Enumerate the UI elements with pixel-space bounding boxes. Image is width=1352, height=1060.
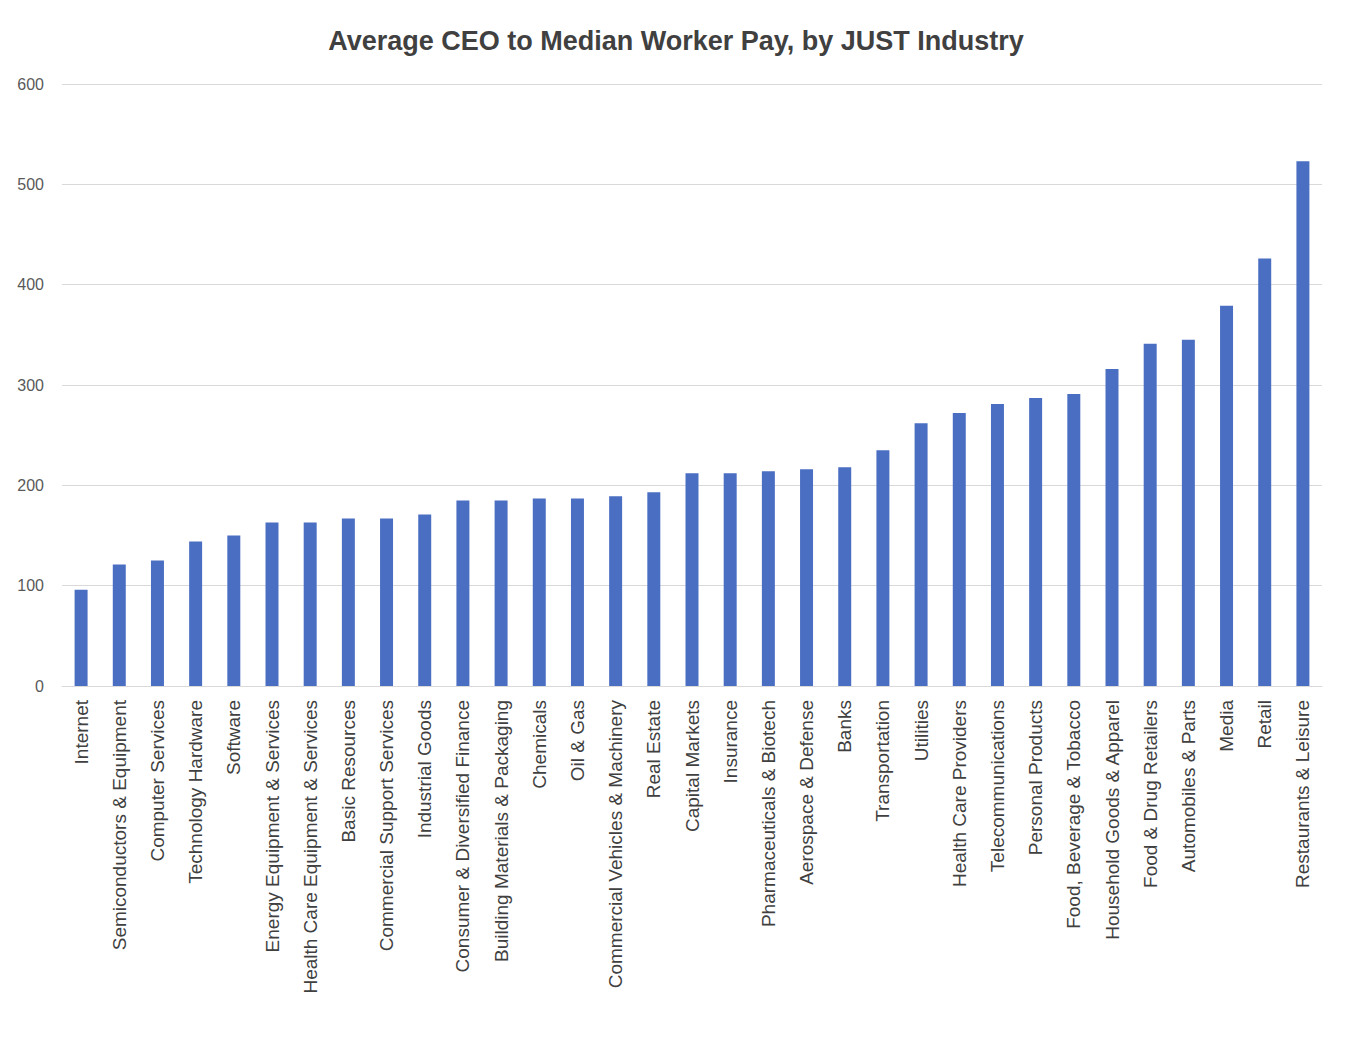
svg-text:Software: Software	[223, 700, 244, 775]
svg-text:Internet: Internet	[71, 699, 92, 764]
svg-text:Capital Markets: Capital Markets	[682, 700, 703, 832]
svg-text:Aerospace & Defense: Aerospace & Defense	[796, 700, 817, 885]
svg-text:Transportation: Transportation	[872, 700, 893, 822]
svg-text:Telecommunications: Telecommunications	[987, 700, 1008, 872]
svg-text:Consumer & Diversified Finance: Consumer & Diversified Finance	[452, 700, 473, 972]
svg-text:Computer Services: Computer Services	[147, 700, 168, 862]
svg-text:0: 0	[35, 678, 44, 695]
svg-text:Health Care Equipment & Servic: Health Care Equipment & Services	[300, 700, 321, 994]
svg-text:Automobiles & Parts: Automobiles & Parts	[1178, 700, 1199, 872]
svg-text:Utilities: Utilities	[911, 700, 932, 761]
svg-text:Commercial Vehicles & Machiner: Commercial Vehicles & Machinery	[605, 700, 626, 989]
svg-text:Commercial Support Services: Commercial Support Services	[376, 700, 397, 951]
svg-text:100: 100	[17, 577, 44, 594]
svg-text:Personal Products: Personal Products	[1025, 700, 1046, 855]
svg-text:Industrial Goods: Industrial Goods	[414, 700, 435, 838]
svg-text:Food, Beverage & Tobacco: Food, Beverage & Tobacco	[1063, 700, 1084, 929]
svg-text:400: 400	[17, 276, 44, 293]
svg-text:Banks: Banks	[834, 700, 855, 753]
svg-text:300: 300	[17, 377, 44, 394]
svg-text:600: 600	[17, 76, 44, 93]
svg-text:Building Materials & Packaging: Building Materials & Packaging	[491, 700, 512, 962]
svg-text:Semiconductors & Equipment: Semiconductors & Equipment	[109, 699, 130, 950]
svg-text:Media: Media	[1216, 700, 1237, 752]
svg-text:Food & Drug Retailers: Food & Drug Retailers	[1140, 700, 1161, 888]
svg-text:Insurance: Insurance	[720, 700, 741, 783]
svg-text:500: 500	[17, 176, 44, 193]
svg-text:Retail: Retail	[1254, 700, 1275, 749]
svg-text:Real Estate: Real Estate	[643, 700, 664, 798]
svg-text:Household Goods & Apparel: Household Goods & Apparel	[1102, 700, 1123, 940]
svg-text:Chemicals: Chemicals	[529, 700, 550, 789]
svg-text:Basic Resources: Basic Resources	[338, 700, 359, 843]
svg-text:Pharmaceuticals & Biotech: Pharmaceuticals & Biotech	[758, 700, 779, 927]
svg-text:Health Care Providers: Health Care Providers	[949, 700, 970, 887]
svg-text:200: 200	[17, 477, 44, 494]
svg-text:Energy Equipment & Services: Energy Equipment & Services	[262, 700, 283, 952]
svg-text:Restaurants & Leisure: Restaurants & Leisure	[1292, 700, 1313, 888]
svg-text:Technology Hardware: Technology Hardware	[185, 700, 206, 884]
svg-text:Oil & Gas: Oil & Gas	[567, 700, 588, 781]
svg-text:Average CEO to Median Worker P: Average CEO to Median Worker Pay, by JUS…	[328, 26, 1024, 56]
